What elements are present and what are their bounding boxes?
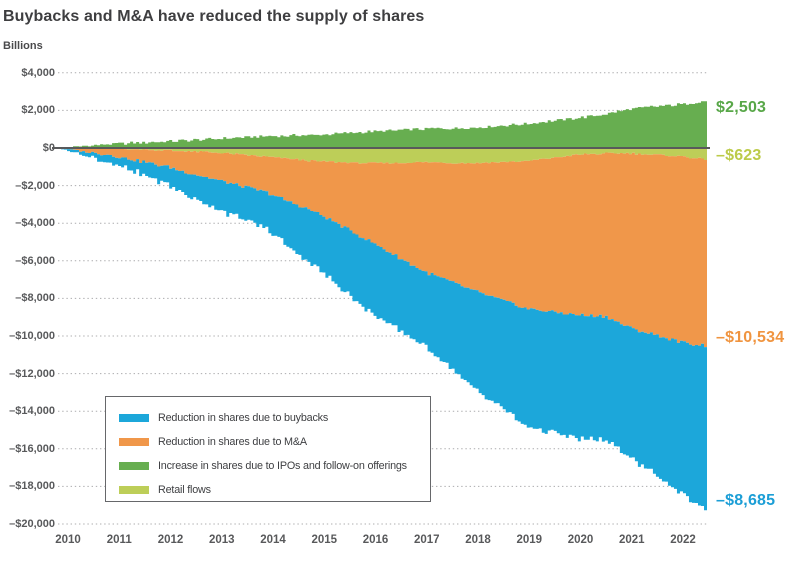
buybacks-swatch-icon	[119, 414, 149, 422]
x-tick-label: 2012	[157, 534, 184, 546]
y-tick-label: $2,000	[21, 104, 55, 117]
legend-item-label: Reduction in shares due to buybacks	[158, 412, 329, 424]
legend-item-retail: Retail flows	[119, 478, 430, 502]
x-tick-label: 2011	[106, 534, 132, 546]
axis-units-label: Billions	[3, 40, 43, 52]
end-label-buybacks: –$8,685	[716, 492, 776, 509]
x-tick-label: 2016	[362, 534, 389, 546]
y-tick-label: $4,000	[21, 66, 55, 79]
chart-title: Buybacks and M&A have reduced the supply…	[3, 8, 425, 25]
x-tick-label: 2010	[55, 534, 81, 546]
x-tick-label: 2013	[208, 534, 235, 546]
y-tick-label: –$10,000	[9, 330, 55, 342]
legend-item-label: Retail flows	[158, 484, 211, 496]
x-tick-label: 2017	[413, 534, 440, 546]
x-tick-label: 2022	[670, 534, 696, 546]
legend-item-label: Reduction in shares due to M&A	[158, 436, 307, 448]
retail-swatch-icon	[119, 486, 149, 494]
y-tick-label: $0	[42, 142, 55, 154]
end-label-ipos: $2,503	[716, 99, 767, 116]
mna-swatch-icon	[119, 438, 149, 446]
end-label-retail: –$623	[716, 147, 762, 164]
area-buybacks	[58, 148, 707, 511]
x-tick-label: 2015	[311, 534, 338, 546]
y-tick-label: –$14,000	[9, 405, 55, 418]
area-retail	[58, 148, 707, 164]
x-tick-label: 2021	[618, 534, 645, 546]
legend-box: Reduction in shares due to buybacks Redu…	[105, 396, 431, 502]
area-ipos	[58, 101, 707, 148]
end-label-mna: –$10,534	[716, 329, 785, 346]
legend-item-mna: Reduction in shares due to M&A	[119, 430, 430, 454]
y-tick-label: –$8,000	[15, 292, 55, 305]
y-tick-label: –$18,000	[9, 480, 55, 493]
legend-item-buybacks: Reduction in shares due to buybacks	[119, 406, 430, 430]
y-tick-label: –$6,000	[15, 254, 55, 267]
y-tick-label: –$16,000	[9, 442, 55, 455]
ipos-swatch-icon	[119, 462, 149, 470]
legend-item-ipos: Increase in shares due to IPOs and follo…	[119, 454, 430, 478]
y-tick-label: –$4,000	[15, 217, 55, 230]
y-tick-label: –$2,000	[15, 179, 55, 192]
x-tick-label: 2020	[567, 534, 594, 546]
y-tick-label: –$20,000	[9, 518, 55, 530]
legend-item-label: Increase in shares due to IPOs and follo…	[158, 460, 407, 472]
x-tick-label: 2019	[516, 534, 543, 546]
x-tick-label: 2014	[260, 534, 286, 546]
y-tick-label: –$12,000	[9, 367, 55, 380]
x-tick-label: 2018	[465, 534, 491, 546]
